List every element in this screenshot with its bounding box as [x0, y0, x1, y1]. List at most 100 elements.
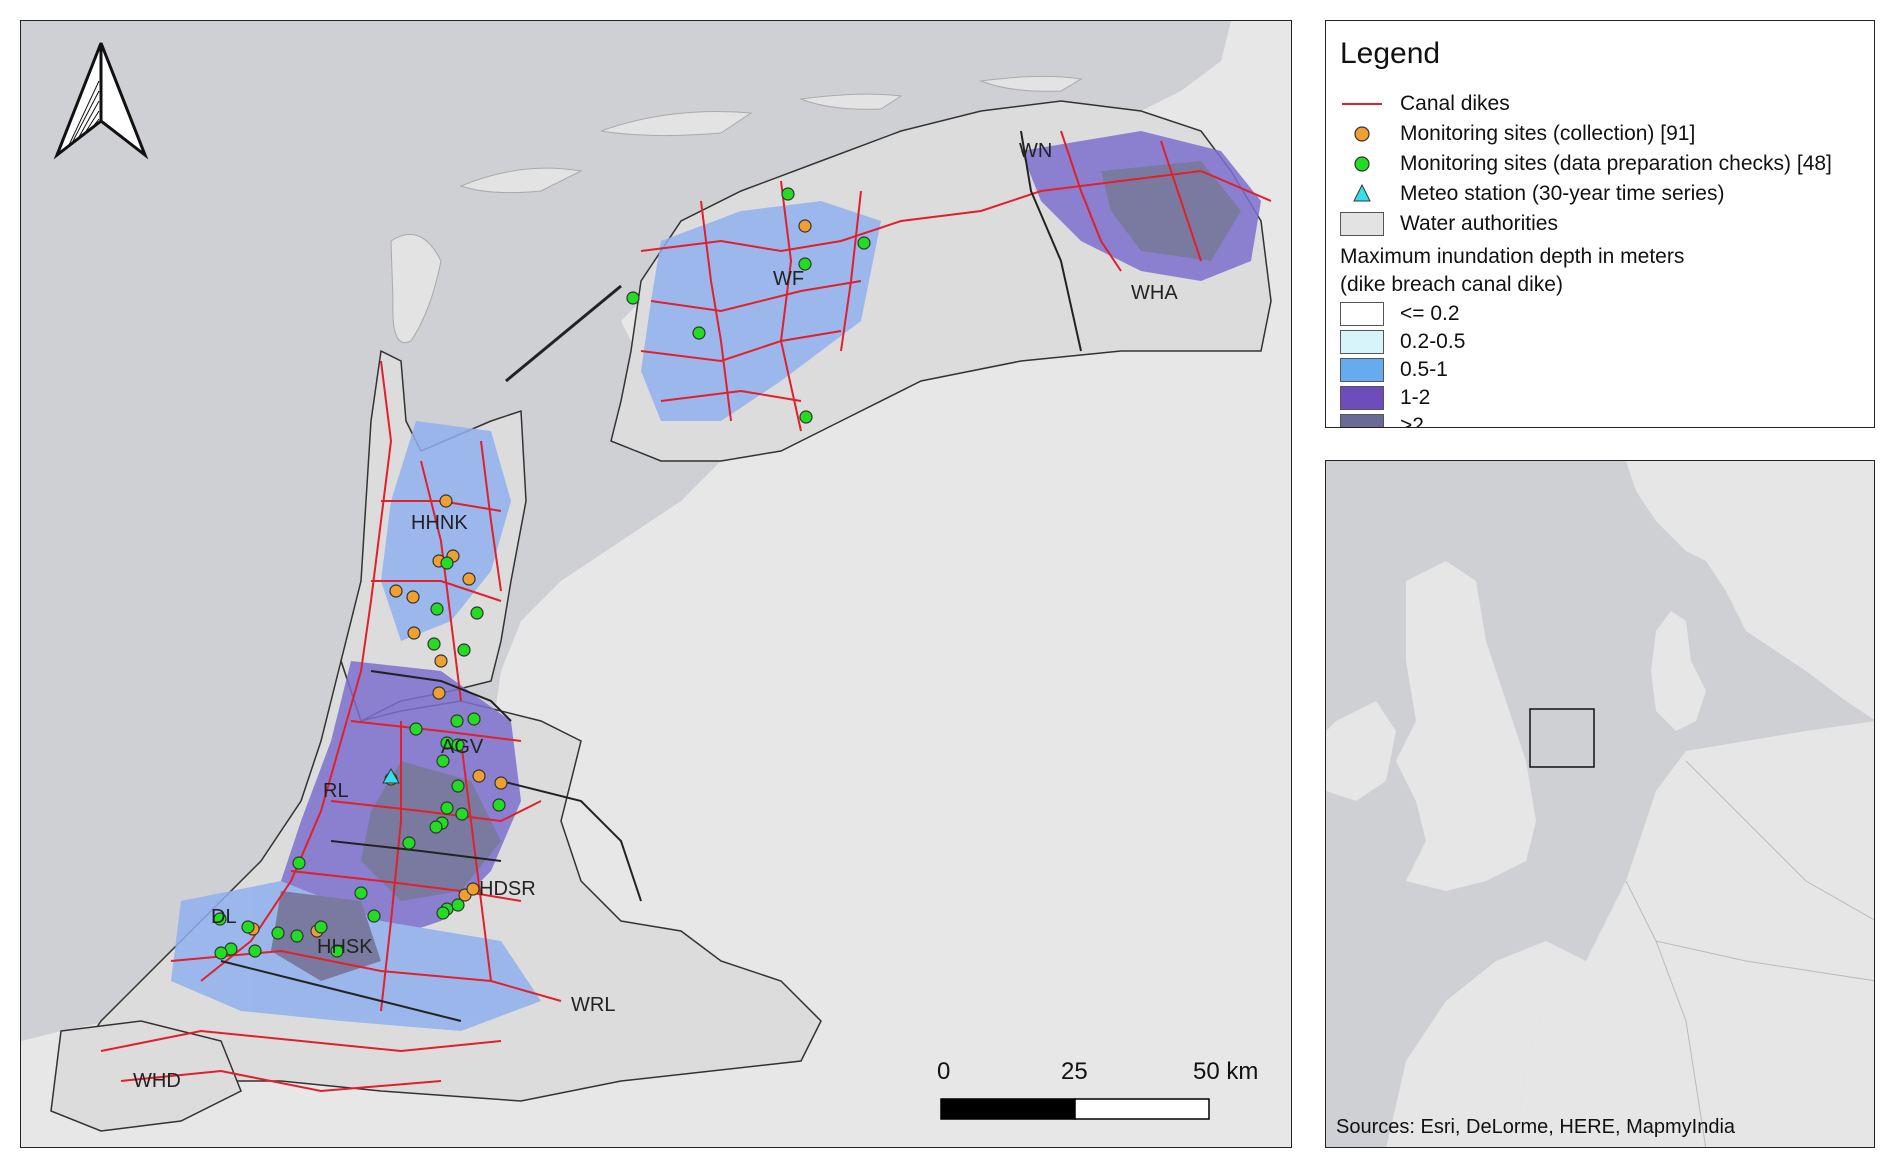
check-site [314, 920, 328, 934]
north-arrow-icon [53, 42, 149, 160]
boundary-line [220, 960, 462, 1022]
dike-line [200, 360, 393, 982]
check-site [367, 909, 381, 923]
map-sources: Sources: Esri, DeLorme, HERE, MapmyIndia [1336, 1116, 1736, 1138]
check-site [451, 738, 465, 752]
check-site [451, 898, 465, 912]
label-dl: DL [211, 906, 237, 928]
check-site [354, 886, 368, 900]
boundary-line [1020, 130, 1082, 352]
depth-label: <= 0.2 [1400, 302, 1460, 325]
scale-label-50: 50 km [1193, 1058, 1258, 1085]
dike-line [100, 1029, 502, 1053]
check-site [429, 820, 443, 834]
legend-label: Monitoring sites (collection) [91] [1400, 122, 1696, 145]
legend-item-water-authorities: Water authorities [1340, 211, 1558, 237]
boundary-line [370, 670, 512, 722]
overview-map-svg [1326, 461, 1874, 1147]
check-site [330, 944, 344, 958]
island-vlieland [459, 167, 583, 194]
legend-item-meteo-station: Meteo station (30-year time series) [1340, 181, 1724, 207]
inundation-areas [171, 131, 1261, 1031]
main-map-svg: WF WN WHA HHNK AGV RL HDSR DL HHSK WRL W… [21, 21, 1291, 1147]
main-map: WF WN WHA HHNK AGV RL HDSR DL HHSK WRL W… [20, 20, 1292, 1148]
overview-ireland [1326, 701, 1396, 801]
dike-line [460, 740, 492, 982]
depth-class-3: 0.5-1 [1340, 357, 1448, 383]
boundary-line [330, 840, 502, 862]
inundation-friesland [641, 201, 881, 421]
check-site [798, 257, 812, 271]
check-site [492, 798, 506, 812]
check-site [799, 410, 813, 424]
scale-label-0: 0 [937, 1058, 950, 1085]
boundary-line [500, 780, 642, 902]
dike-line [380, 721, 402, 1012]
legend-label: Water authorities [1400, 212, 1558, 235]
afsluitdijk [505, 284, 622, 383]
dike-line [640, 330, 842, 363]
check-site [241, 920, 255, 934]
depth-swatch-icon [1340, 301, 1384, 327]
overview-uk [1396, 561, 1536, 891]
check-site [290, 929, 304, 943]
dike-line [1060, 130, 1122, 272]
collection-site [439, 494, 453, 508]
legend-title: Legend [1340, 37, 1441, 70]
meteo-station [382, 767, 400, 784]
dike-line [290, 870, 522, 902]
zeeland [50, 1020, 242, 1132]
depth-label: 0.5-1 [1400, 358, 1448, 381]
dike-line [371, 580, 502, 602]
dike-line [660, 389, 802, 402]
canal-dike-line-icon [1340, 91, 1384, 117]
collection-site [407, 626, 421, 640]
collection-site [434, 654, 448, 668]
check-site [857, 236, 871, 250]
check-site [402, 836, 416, 850]
check-site [455, 807, 469, 821]
dike-line [700, 200, 732, 422]
depth-label: 1-2 [1400, 386, 1431, 409]
dike-line [170, 949, 562, 1002]
check-site [430, 602, 444, 616]
check-site [467, 712, 481, 726]
legend-label: Monitoring sites (data preparation check… [1400, 152, 1832, 175]
check-site [436, 754, 450, 768]
authority-box-icon [1340, 211, 1384, 237]
dike-line [480, 440, 502, 592]
check-site [470, 606, 484, 620]
depth-class-5: >2 [1340, 413, 1424, 427]
label-wn: WN [1019, 140, 1052, 162]
check-site [409, 722, 423, 736]
dike-line [120, 1069, 442, 1093]
depth-swatch-icon [1340, 329, 1384, 355]
check-site [271, 926, 285, 940]
collection-sites [246, 219, 812, 938]
overview-extent-box [1529, 708, 1595, 768]
overview-scandinavia [1626, 461, 1874, 720]
inundation-delfland-deep [271, 891, 381, 981]
collection-site [406, 590, 420, 604]
green-circle-icon [1340, 151, 1384, 177]
label-wha: WHA [1131, 282, 1178, 304]
depth-class-1: <= 0.2 [1340, 301, 1460, 327]
check-site [626, 291, 640, 305]
check-sites [213, 187, 871, 960]
label-hhsk: HHSK [317, 936, 373, 958]
label-agv: AGV [441, 736, 484, 758]
collection-site [466, 882, 480, 896]
overview-borders [1625, 760, 1874, 1147]
scale-segment-black [940, 1098, 1076, 1120]
check-site [427, 637, 441, 651]
collection-site [432, 686, 446, 700]
collection-site [472, 769, 486, 783]
check-site [214, 946, 228, 960]
scale-segment-white [1074, 1098, 1210, 1120]
authority-boundaries [220, 130, 1082, 1022]
dike-line [640, 169, 1272, 253]
depth-heading-2: (dike breach canal dike) [1340, 273, 1563, 296]
collection-site [798, 219, 812, 233]
dike-line [650, 280, 862, 313]
island-terschelling [600, 110, 753, 137]
